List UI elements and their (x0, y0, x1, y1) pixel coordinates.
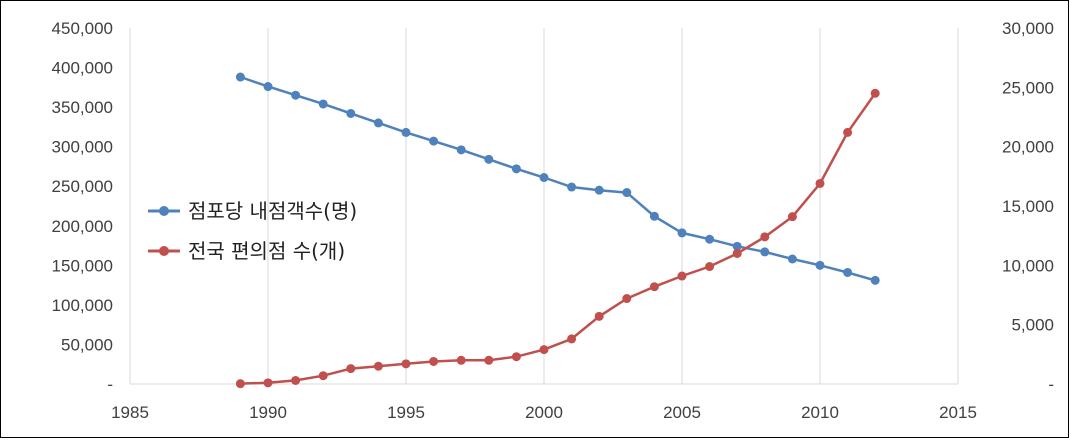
left-tick-label: - (107, 375, 113, 394)
data-point-stores (235, 379, 245, 389)
data-point-visitors (511, 164, 521, 174)
data-point-stores (815, 178, 825, 188)
x-tick-label: 2015 (939, 403, 977, 422)
data-point-stores (870, 88, 880, 98)
x-tick-label: 2010 (801, 403, 839, 422)
x-axis-tick-labels: 1985 1990 1995 2000 2005 2010 2015 (111, 403, 977, 422)
data-point-visitors (291, 90, 301, 100)
data-point-stores (291, 375, 301, 385)
right-tick-label: 20,000 (1002, 138, 1054, 157)
data-point-stores (539, 345, 549, 355)
data-point-visitors (539, 173, 549, 183)
x-tick-label: 2000 (525, 403, 563, 422)
data-point-visitors (456, 145, 466, 155)
data-point-visitors (705, 234, 715, 244)
data-point-stores (649, 282, 659, 292)
data-point-stores (318, 371, 328, 381)
right-tick-label: 25,000 (1002, 78, 1054, 97)
x-tick-label: 1995 (387, 403, 425, 422)
legend-label-stores: 전국 편의점 수(개) (188, 239, 345, 263)
x-tick-label: 2005 (663, 403, 701, 422)
data-point-visitors (235, 72, 245, 82)
data-point-stores (787, 212, 797, 222)
right-axis-tick-labels: - 5,000 10,000 15,000 20,000 25,000 30,000 (1002, 19, 1054, 394)
data-point-visitors (677, 228, 687, 238)
legend-marker-visitors (159, 206, 169, 216)
data-point-stores (429, 356, 439, 366)
data-point-visitors (484, 154, 494, 164)
series-line-stores (240, 92, 877, 385)
right-tick-label: 30,000 (1002, 19, 1054, 38)
data-point-visitors (429, 136, 439, 146)
left-tick-label: 50,000 (61, 335, 113, 354)
data-point-stores (263, 378, 273, 388)
left-tick-label: 450,000 (52, 19, 113, 38)
data-point-visitors (870, 275, 880, 285)
data-point-visitors (373, 118, 383, 128)
data-point-stores (705, 262, 715, 272)
series-layer (235, 72, 880, 389)
data-point-stores (484, 355, 494, 365)
data-point-stores (346, 364, 356, 374)
data-point-visitors (401, 127, 411, 137)
data-point-stores (843, 127, 853, 137)
data-point-stores (401, 359, 411, 369)
series-visitors (235, 72, 880, 285)
data-point-visitors (649, 211, 659, 221)
right-tick-label: 5,000 (1011, 316, 1054, 335)
data-point-stores (567, 334, 577, 344)
legend-label-visitors: 점포당 내점객수(명) (188, 199, 357, 223)
data-point-visitors (787, 254, 797, 264)
data-point-visitors (815, 260, 825, 270)
left-axis-tick-labels: - 50,000 100,000 150,000 200,000 250,000 300,0… (52, 19, 113, 394)
series-line-visitors (239, 75, 876, 282)
data-point-stores (622, 294, 632, 304)
left-tick-label: 250,000 (52, 177, 113, 196)
legend-marker-stores (159, 246, 169, 256)
right-tick-label: 10,000 (1002, 256, 1054, 275)
data-point-visitors (732, 241, 742, 251)
legend-entry-stores: 전국 편의점 수(개) (148, 239, 345, 263)
data-point-visitors (346, 108, 356, 118)
left-tick-label: 150,000 (52, 256, 113, 275)
data-point-stores (760, 232, 770, 242)
data-point-stores (456, 355, 466, 365)
series-stores (235, 88, 880, 389)
data-point-visitors (318, 99, 328, 109)
data-point-visitors (567, 182, 577, 192)
left-tick-label: 200,000 (52, 217, 113, 236)
data-point-visitors (622, 188, 632, 198)
legend: 점포당 내점객수(명) 전국 편의점 수(개) (148, 199, 357, 263)
data-point-stores (594, 311, 604, 321)
data-point-visitors (594, 185, 604, 195)
x-tick-label: 1990 (249, 403, 287, 422)
left-tick-label: 400,000 (52, 59, 113, 78)
left-tick-label: 350,000 (52, 98, 113, 117)
data-point-visitors (843, 267, 853, 277)
data-point-stores (677, 271, 687, 281)
right-tick-label: - (1048, 375, 1054, 394)
data-point-visitors (760, 247, 770, 257)
x-tick-label: 1985 (111, 403, 149, 422)
right-tick-label: 15,000 (1002, 197, 1054, 216)
legend-entry-visitors: 점포당 내점객수(명) (148, 199, 357, 223)
data-point-stores (373, 361, 383, 371)
data-point-stores (511, 352, 521, 362)
data-point-visitors (263, 82, 273, 92)
left-tick-label: 100,000 (52, 296, 113, 315)
left-tick-label: 300,000 (52, 138, 113, 157)
data-point-stores (732, 248, 742, 258)
